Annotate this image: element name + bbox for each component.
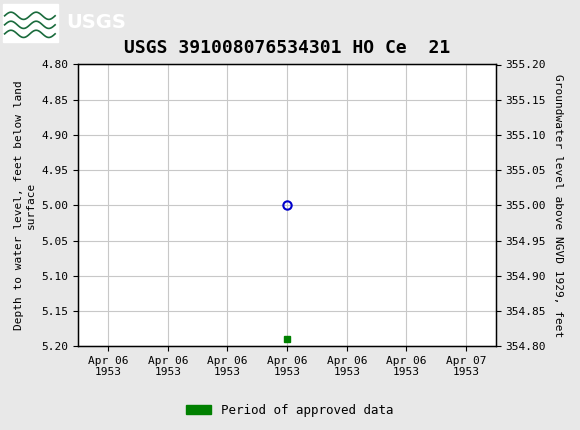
Bar: [3, 3, 58, 42]
Text: USGS: USGS: [67, 13, 126, 32]
Legend: Period of approved data: Period of approved data: [181, 399, 399, 421]
Y-axis label: Depth to water level, feet below land
surface: Depth to water level, feet below land su…: [14, 80, 36, 330]
Title: USGS 391008076534301 HO Ce  21: USGS 391008076534301 HO Ce 21: [124, 40, 450, 57]
Y-axis label: Groundwater level above NGVD 1929, feet: Groundwater level above NGVD 1929, feet: [553, 74, 563, 337]
